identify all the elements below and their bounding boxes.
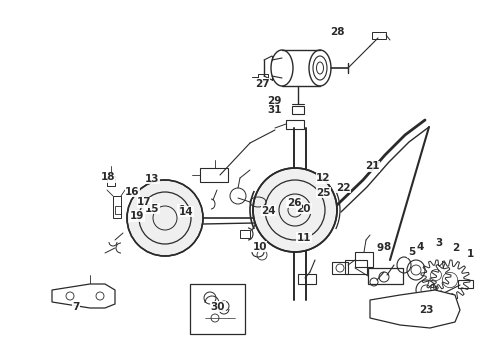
Text: 26: 26 (287, 198, 301, 208)
Text: 6: 6 (178, 204, 185, 215)
Bar (115, 206, 121, 214)
Text: 16: 16 (125, 186, 140, 197)
Bar (332, 262, 348, 274)
Text: 2: 2 (452, 243, 459, 253)
Polygon shape (370, 290, 460, 328)
Bar (240, 230, 250, 238)
Text: 22: 22 (336, 183, 350, 193)
Bar (258, 74, 268, 81)
Text: 27: 27 (255, 78, 270, 89)
Bar (298, 274, 316, 284)
Bar (372, 32, 386, 39)
Text: 7: 7 (72, 302, 80, 312)
Text: 24: 24 (261, 206, 276, 216)
Polygon shape (52, 284, 115, 308)
Text: 21: 21 (365, 161, 380, 171)
Text: 30: 30 (211, 302, 225, 312)
Text: 18: 18 (100, 172, 115, 182)
Text: 29: 29 (267, 96, 282, 106)
Bar (190, 284, 245, 334)
Bar (286, 120, 304, 129)
Text: 1: 1 (467, 249, 474, 259)
Text: 28: 28 (330, 27, 344, 37)
Bar (292, 106, 304, 114)
Text: 17: 17 (137, 197, 152, 207)
Text: 25: 25 (316, 188, 331, 198)
Bar (107, 176, 115, 186)
Text: 20: 20 (296, 204, 311, 214)
Text: 13: 13 (145, 174, 159, 184)
Text: 9: 9 (376, 243, 383, 253)
Text: 8: 8 (384, 242, 391, 252)
Text: 31: 31 (267, 105, 282, 115)
Text: 23: 23 (419, 305, 434, 315)
Bar (345, 260, 367, 274)
Circle shape (127, 180, 203, 256)
Text: 10: 10 (252, 242, 267, 252)
Circle shape (253, 168, 337, 252)
Text: 15: 15 (145, 204, 159, 214)
Text: 5: 5 (408, 247, 415, 257)
Text: 12: 12 (316, 173, 331, 183)
Text: 14: 14 (179, 207, 194, 217)
Text: 11: 11 (296, 233, 311, 243)
Bar (355, 252, 373, 267)
Text: 3: 3 (435, 238, 442, 248)
Bar (368, 268, 403, 284)
Text: 4: 4 (416, 242, 424, 252)
Bar (113, 196, 121, 218)
Text: 19: 19 (130, 211, 145, 221)
Bar (458, 280, 473, 288)
Bar (200, 168, 228, 182)
